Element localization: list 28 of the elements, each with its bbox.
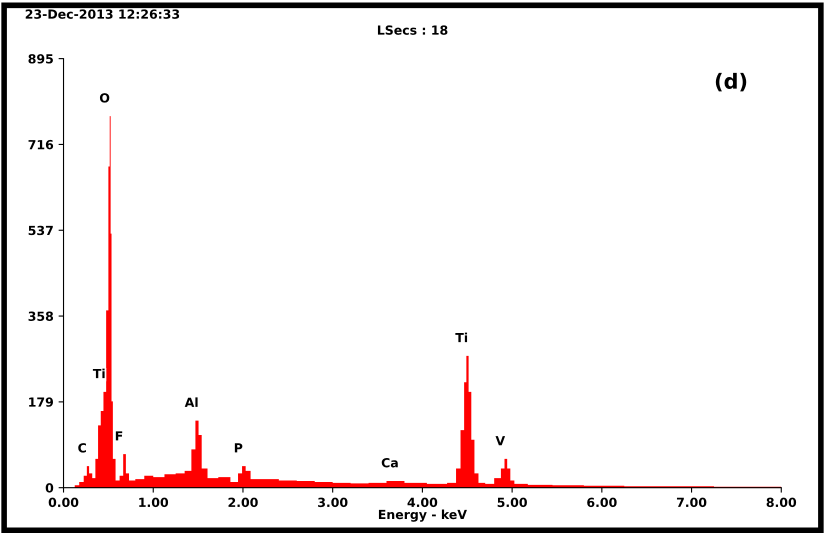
annotation: Ti — [92, 368, 105, 378]
y-tick-label: 716 — [28, 140, 54, 150]
annotation: V — [496, 436, 506, 446]
x-tick-label: 5.00 — [498, 498, 527, 508]
y-tick-label: 0 — [46, 483, 54, 493]
annotation: C — [78, 443, 86, 453]
y-tick-label: 358 — [28, 312, 54, 321]
x-tick-label: 0.00 — [48, 498, 78, 508]
x-tick-label: 1.00 — [139, 498, 168, 508]
annotation: F — [116, 431, 122, 440]
annotation: O — [100, 93, 110, 103]
x-tick-label: 7.00 — [676, 498, 706, 508]
y-tick-label: 537 — [28, 226, 53, 236]
x-tick-label: 6.00 — [587, 498, 617, 508]
x-tick-label: 4.00 — [408, 498, 438, 508]
y-tick-label: 179 — [29, 397, 54, 407]
chart-subtitle: LSecs : 18 — [378, 25, 448, 35]
annotation: Al — [184, 397, 198, 407]
x-axis-title: Energy - keV — [378, 510, 467, 522]
annotation: (d) — [716, 72, 746, 92]
annotation: P — [234, 443, 242, 452]
x-tick-label: 8.00 — [766, 498, 796, 508]
annotation: Ti — [455, 332, 468, 342]
x-tick-label: 2.00 — [228, 498, 258, 508]
annotation: Ca — [382, 458, 398, 468]
y-tick-label: 895 — [28, 54, 53, 64]
x-tick-label: 3.00 — [318, 498, 348, 508]
chart-title: 23-Dec-2013 12:26:33 — [26, 9, 180, 19]
